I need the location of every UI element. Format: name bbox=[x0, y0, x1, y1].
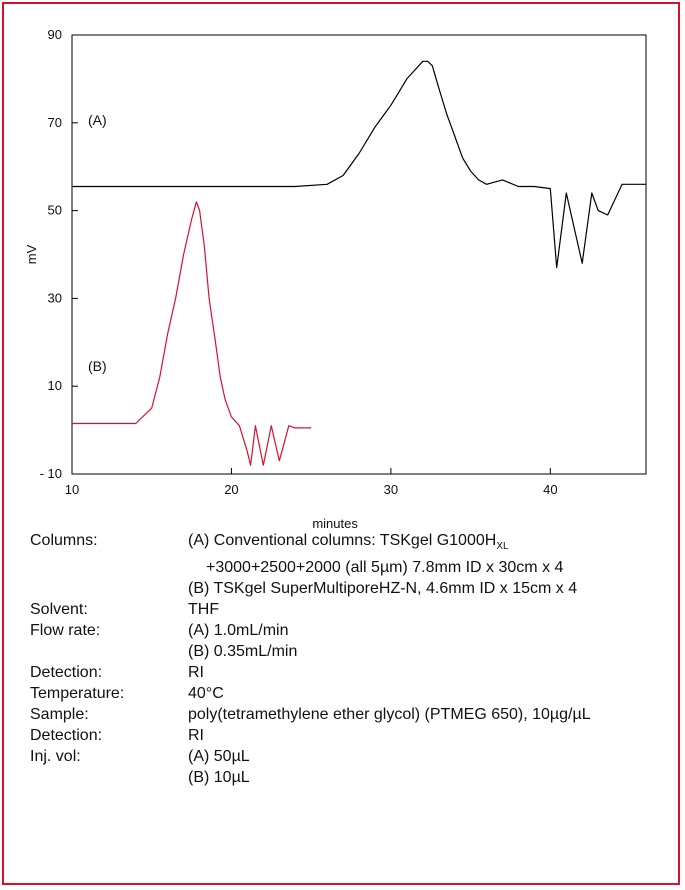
y-tick-label: - 10 bbox=[40, 466, 62, 481]
detection2-row: Detection: RI bbox=[30, 725, 670, 746]
temperature-value: 40°C bbox=[188, 685, 224, 703]
columns-b: (B) TSKgel SuperMultiporeHZ-N, 4.6mm ID … bbox=[188, 580, 578, 598]
chart-axes bbox=[71, 34, 647, 475]
plot-area-border bbox=[71, 34, 647, 475]
y-tick-label: 30 bbox=[48, 290, 62, 305]
columns-a-line1: (A) Conventional columns: TSKgel G1000HX… bbox=[188, 530, 670, 557]
chart-series bbox=[72, 60, 646, 466]
detection2-value: RI bbox=[188, 727, 204, 745]
columns-a-line2: +3000+2500+2000 (all 5µm) 7.8mm ID x 30c… bbox=[206, 559, 564, 577]
y-tick-label: 90 bbox=[48, 27, 62, 42]
injection-volume-a: (A) 50µL bbox=[188, 748, 250, 766]
detection-value: RI bbox=[188, 664, 204, 682]
temperature-label: Temperature: bbox=[30, 685, 125, 703]
y-axis-title: mV bbox=[24, 244, 39, 264]
annotation-a: (A) bbox=[88, 112, 107, 128]
columns-b-row: (B) TSKgel SuperMultiporeHZ-N, 4.6mm ID … bbox=[30, 578, 670, 599]
injection-volume-label: Inj. vol: bbox=[30, 748, 81, 766]
flow-rate-row: Flow rate: (A) 1.0mL/min bbox=[30, 620, 670, 641]
x-tick-label: 30 bbox=[384, 482, 398, 497]
flow-rate-label: Flow rate: bbox=[30, 622, 101, 640]
injection-volume-row: Inj. vol: (A) 50µL bbox=[30, 746, 670, 767]
detection-label: Detection: bbox=[30, 664, 103, 682]
x-tick-label: 40 bbox=[543, 482, 557, 497]
y-tick-label: 70 bbox=[48, 115, 62, 130]
sample-row: Sample: poly(tetramethylene ether glycol… bbox=[30, 704, 670, 725]
series-line-b bbox=[72, 201, 312, 466]
x-tick-label: 10 bbox=[65, 482, 79, 497]
injection-volume-b: (B) 10µL bbox=[188, 769, 250, 787]
x-tick-label: 20 bbox=[224, 482, 238, 497]
columns-a-text: (A) Conventional columns: TSKgel G1000H bbox=[188, 532, 497, 549]
solvent-value: THF bbox=[188, 601, 220, 619]
annotation-b: (B) bbox=[88, 358, 107, 374]
x-axis-title: minutes bbox=[312, 516, 358, 530]
series-line-a bbox=[72, 60, 646, 269]
sample-value: poly(tetramethylene ether glycol) (PTMEG… bbox=[188, 706, 591, 724]
columns-a-subscript: XL bbox=[496, 541, 509, 553]
flow-rate-b-row: (B) 0.35mL/min bbox=[30, 641, 670, 662]
solvent-row: Solvent: THF bbox=[30, 599, 670, 620]
columns-a-line2-row: +3000+2500+2000 (all 5µm) 7.8mm ID x 30c… bbox=[30, 557, 670, 578]
detection2-label: Detection: bbox=[30, 727, 103, 745]
injection-volume-b-row: (B) 10µL bbox=[30, 767, 670, 788]
method-conditions: Columns: (A) Conventional columns: TSKge… bbox=[30, 530, 670, 788]
detection-row: Detection: RI bbox=[30, 662, 670, 683]
columns-label: Columns: bbox=[30, 532, 98, 549]
flow-rate-b: (B) 0.35mL/min bbox=[188, 643, 298, 661]
columns-row: Columns: (A) Conventional columns: TSKge… bbox=[30, 530, 670, 557]
sample-label: Sample: bbox=[30, 706, 89, 724]
y-tick-label: 50 bbox=[48, 203, 62, 218]
solvent-label: Solvent: bbox=[30, 601, 88, 619]
temperature-row: Temperature: 40°C bbox=[30, 683, 670, 704]
flow-rate-a: (A) 1.0mL/min bbox=[188, 622, 289, 640]
y-tick-label: 10 bbox=[48, 378, 62, 393]
